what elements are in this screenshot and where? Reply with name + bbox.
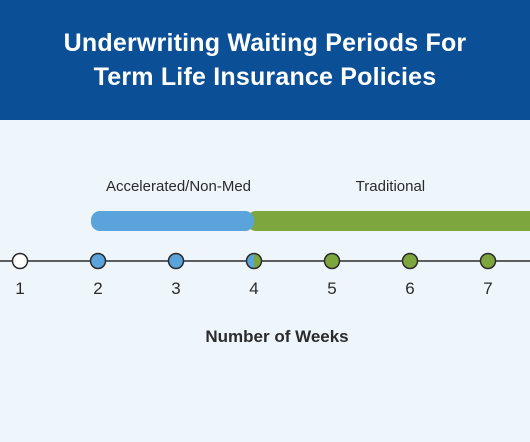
tick-label-5: 5 [327, 279, 336, 298]
tick-label-3: 3 [171, 279, 180, 298]
week-4-marker-ring [245, 252, 263, 270]
week-2-marker [89, 252, 107, 270]
week-1-marker [11, 252, 29, 270]
x-axis-label: Number of Weeks [205, 327, 348, 346]
week-4-marker-traditional-half [254, 253, 262, 269]
chart-area: Accelerated/Non-Med Traditional 1 2 3 4 5 6 7 Num… [0, 120, 530, 442]
title-line-1: Underwriting Waiting Periods For [63, 29, 467, 57]
week-3-marker [167, 252, 185, 270]
tick-label-2: 2 [93, 279, 102, 298]
title-line-2: Term Life Insurance Policies [93, 63, 437, 91]
header-banner: Underwriting Waiting Periods For Term Li… [0, 0, 530, 120]
traditional-label: Traditional [356, 178, 425, 195]
week-6-marker [401, 252, 419, 270]
traditional-bar [247, 211, 530, 231]
timeline-chart: Accelerated/Non-Med Traditional 1 2 3 4 5 6 7 Num… [0, 178, 530, 346]
week-7-marker [479, 252, 497, 270]
accelerated-non-med-label: Accelerated/Non-Med [106, 178, 251, 195]
tick-label-6: 6 [405, 279, 414, 298]
week-5-marker [323, 252, 341, 270]
tick-label-7: 7 [483, 279, 492, 298]
tick-label-1: 1 [15, 279, 24, 298]
week-4-marker-accelerated-half [246, 253, 254, 269]
tick-label-4: 4 [249, 279, 258, 298]
week-4-marker [245, 252, 263, 270]
accelerated-non-med-bar [91, 211, 254, 231]
